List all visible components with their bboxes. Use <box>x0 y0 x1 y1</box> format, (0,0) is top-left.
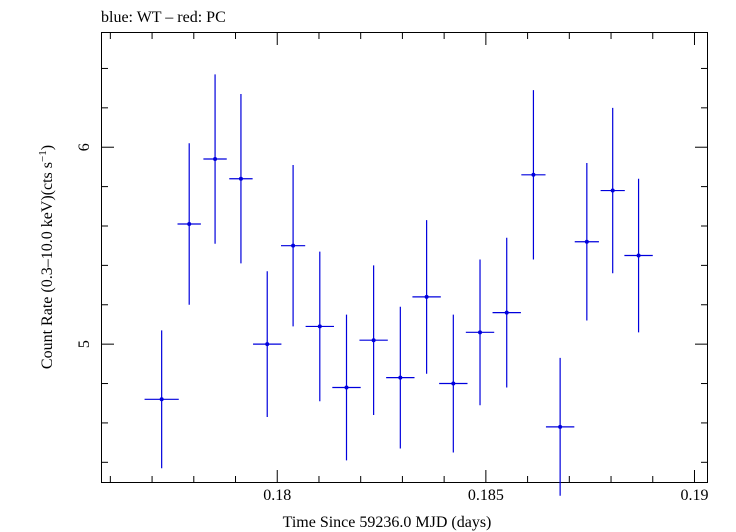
data-points <box>144 74 653 496</box>
point-marker <box>451 381 456 386</box>
data-point <box>574 162 599 321</box>
y-axis-ticks <box>102 67 707 463</box>
x-axis-label: Time Since 59236.0 MJD (days) <box>283 514 492 531</box>
point-marker <box>504 310 509 315</box>
point-marker <box>291 243 296 248</box>
point-marker <box>213 157 218 162</box>
point-marker <box>344 385 349 390</box>
data-point <box>229 94 253 264</box>
data-point <box>492 237 521 388</box>
data-point <box>305 251 334 402</box>
data-point <box>624 178 653 333</box>
data-point <box>439 314 468 453</box>
point-marker <box>558 424 563 429</box>
point-marker <box>159 397 164 402</box>
point-marker <box>478 330 483 335</box>
data-point <box>280 164 306 327</box>
data-point <box>144 330 179 469</box>
y-axis-label-superscript: −1 <box>37 150 49 162</box>
point-marker <box>238 176 243 181</box>
x-tick-label: 0.19 <box>680 487 708 504</box>
data-point <box>203 74 227 244</box>
data-point <box>332 314 361 461</box>
y-axis-label: Count Rate (0.3–10.0 keV)(cts s−1) <box>37 145 56 369</box>
x-axis-ticks <box>109 33 695 482</box>
y-tick-label: 5 <box>76 340 93 348</box>
point-marker <box>424 294 429 299</box>
y-axis-label-end: ) <box>39 145 56 150</box>
data-point <box>386 306 415 449</box>
data-point <box>359 265 388 416</box>
data-point <box>521 90 546 260</box>
plot-frame <box>101 32 708 483</box>
data-point <box>253 271 282 418</box>
y-tick-label: 6 <box>76 143 93 151</box>
point-marker <box>265 342 270 347</box>
point-marker <box>584 239 589 244</box>
point-marker <box>317 324 322 329</box>
x-tick-label: 0.185 <box>468 487 504 504</box>
data-point <box>465 259 495 406</box>
y-axis-label-main: Count Rate (0.3–10.0 keV)(cts s <box>39 162 56 369</box>
point-marker <box>398 375 403 380</box>
point-marker <box>531 172 536 177</box>
point-marker <box>636 253 641 258</box>
point-marker <box>371 338 376 343</box>
x-tick-label: 0.18 <box>263 487 291 504</box>
data-point <box>545 357 575 496</box>
x-axis-tick-labels: 0.18 0.185 0.19 <box>263 487 708 504</box>
point-marker <box>187 222 192 227</box>
point-marker <box>610 188 615 193</box>
data-point <box>177 143 201 305</box>
data-point <box>412 220 441 374</box>
data-point <box>600 107 625 274</box>
y-axis-tick-labels: 56 <box>76 143 93 348</box>
chart-title: blue: WT – red: PC <box>101 9 226 26</box>
